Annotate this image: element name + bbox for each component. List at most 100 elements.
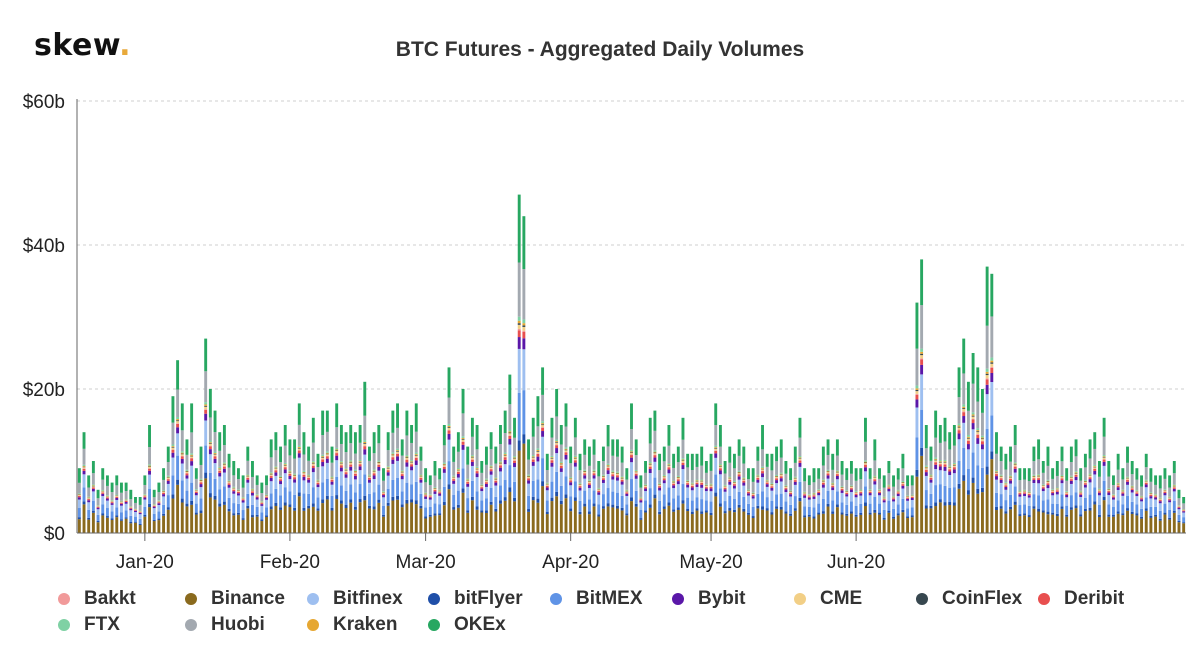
bar-segment-bitfinex bbox=[765, 486, 769, 498]
bar-stack bbox=[676, 446, 680, 533]
bar-stack bbox=[484, 446, 488, 533]
bar-segment-bybit bbox=[484, 483, 488, 487]
bar-segment-bitflyer bbox=[358, 499, 362, 503]
bar-segment-bitflyer bbox=[817, 512, 821, 515]
bar-segment-binance bbox=[742, 511, 746, 533]
bar-segment-bitmex bbox=[747, 503, 750, 513]
legend-marker-icon bbox=[185, 593, 197, 605]
bar-segment-huobi bbox=[625, 479, 629, 490]
bar-stack bbox=[185, 439, 189, 533]
bar-segment-ftx bbox=[424, 492, 428, 494]
bar-segment-bybit bbox=[368, 479, 371, 483]
legend-item-coinflex[interactable]: CoinFlex bbox=[916, 588, 1022, 610]
bar-segment-okex bbox=[611, 439, 615, 456]
bar-segment-deribit bbox=[358, 464, 362, 467]
bar-segment-okex bbox=[929, 446, 933, 461]
legend-item-deribit[interactable]: Deribit bbox=[1038, 588, 1124, 610]
bar-stack bbox=[1149, 468, 1153, 533]
legend-item-bitfinex[interactable]: Bitfinex bbox=[307, 588, 403, 610]
bar-segment-binance bbox=[1018, 516, 1022, 533]
legend-item-bybit[interactable]: Bybit bbox=[672, 588, 746, 610]
bar-segment-kraken bbox=[527, 475, 530, 477]
bar-segment-ftx bbox=[335, 447, 339, 450]
bar-segment-huobi bbox=[1097, 476, 1101, 489]
bar-segment-kraken bbox=[466, 479, 470, 481]
legend-item-ftx[interactable]: FTX bbox=[58, 614, 120, 636]
bar-segment-bitfinex bbox=[96, 509, 100, 515]
bar-stack bbox=[779, 439, 783, 533]
bar-segment-coinflex bbox=[934, 459, 938, 461]
bar-segment-kraken bbox=[690, 483, 694, 485]
bar-segment-okex bbox=[1144, 453, 1148, 468]
bar-segment-huobi bbox=[882, 487, 886, 497]
bar-segment-kraken bbox=[433, 487, 437, 489]
bar-segment-bitflyer bbox=[775, 506, 779, 509]
bar-segment-cme bbox=[1018, 492, 1022, 493]
bar-segment-bitfinex bbox=[999, 482, 1003, 495]
legend-item-binance[interactable]: Binance bbox=[185, 588, 285, 610]
bar-segment-bybit bbox=[892, 499, 895, 502]
bar-segment-okex bbox=[578, 453, 582, 471]
bar-segment-okex bbox=[690, 453, 694, 470]
bar-segment-huobi bbox=[176, 389, 180, 418]
legend-item-cme[interactable]: CME bbox=[794, 588, 862, 610]
bar-segment-bitflyer bbox=[676, 507, 680, 510]
bar-segment-coinflex bbox=[190, 455, 194, 457]
bar-segment-cme bbox=[864, 463, 867, 465]
legend-label: bitFlyer bbox=[454, 588, 523, 609]
bar-segment-ftx bbox=[592, 469, 596, 471]
bar-segment-kraken bbox=[779, 473, 783, 475]
bar-segment-bitfinex bbox=[1135, 496, 1139, 505]
bar-segment-coinflex bbox=[962, 408, 966, 410]
legend-item-bitflyer[interactable]: bitFlyer bbox=[428, 588, 523, 610]
bar-segment-binance bbox=[695, 510, 699, 533]
bar-segment-deribit bbox=[208, 446, 212, 450]
bar-segment-bitflyer bbox=[948, 502, 952, 506]
bar-segment-bitfinex bbox=[218, 476, 222, 490]
bar-segment-kraken bbox=[1102, 456, 1106, 458]
bar-segment-cme bbox=[1116, 484, 1120, 486]
bar-segment-bitfinex bbox=[653, 461, 657, 478]
legend-item-bakkt[interactable]: Bakkt bbox=[58, 588, 136, 610]
bar-segment-okex bbox=[1130, 461, 1134, 475]
bar-segment-bybit bbox=[597, 492, 601, 495]
bar-segment-ftx bbox=[1149, 492, 1153, 494]
bar-segment-deribit bbox=[835, 474, 839, 476]
bar-segment-cme bbox=[887, 486, 891, 488]
bar-stack bbox=[765, 453, 769, 533]
bar-stack bbox=[1083, 453, 1087, 533]
bar-stack bbox=[1112, 475, 1115, 533]
bar-segment-deribit bbox=[971, 419, 975, 424]
bar-segment-bitfinex bbox=[1182, 512, 1186, 518]
bar-segment-bitfinex bbox=[353, 479, 357, 493]
bar-segment-okex bbox=[952, 425, 956, 446]
legend-label: OKEx bbox=[454, 614, 506, 635]
bar-stack bbox=[199, 446, 203, 533]
bar-segment-ftx bbox=[555, 439, 559, 442]
bar-segment-coinflex bbox=[339, 463, 343, 464]
bar-segment-coinflex bbox=[222, 464, 226, 465]
bar-segment-binance bbox=[297, 496, 301, 533]
bar-segment-cme bbox=[1107, 489, 1111, 491]
bar-segment-okex bbox=[616, 439, 619, 457]
bar-segment-binance bbox=[1046, 514, 1050, 533]
bar-segment-ftx bbox=[377, 460, 381, 462]
legend-item-huobi[interactable]: Huobi bbox=[185, 614, 265, 636]
bar-segment-coinflex bbox=[513, 458, 516, 459]
bar-segment-okex bbox=[1013, 425, 1017, 446]
bar-segment-binance bbox=[274, 505, 278, 533]
bar-segment-kraken bbox=[218, 468, 222, 469]
legend-item-bitmex[interactable]: BitMEX bbox=[550, 588, 643, 610]
bar-segment-deribit bbox=[695, 482, 699, 485]
bar-segment-bakkt bbox=[447, 429, 451, 431]
bar-segment-ftx bbox=[419, 474, 423, 476]
bar-segment-bitmex bbox=[962, 447, 966, 476]
legend-item-okex[interactable]: OKEx bbox=[428, 614, 506, 636]
bar-segment-bitfinex bbox=[279, 484, 282, 496]
bar-segment-huobi bbox=[1023, 479, 1027, 490]
bar-segment-kraken bbox=[784, 486, 788, 487]
bar-segment-bitfinex bbox=[255, 499, 259, 507]
legend-item-kraken[interactable]: Kraken bbox=[307, 614, 397, 636]
bar-segment-bitflyer bbox=[840, 512, 844, 515]
bar-segment-cme bbox=[878, 490, 881, 492]
